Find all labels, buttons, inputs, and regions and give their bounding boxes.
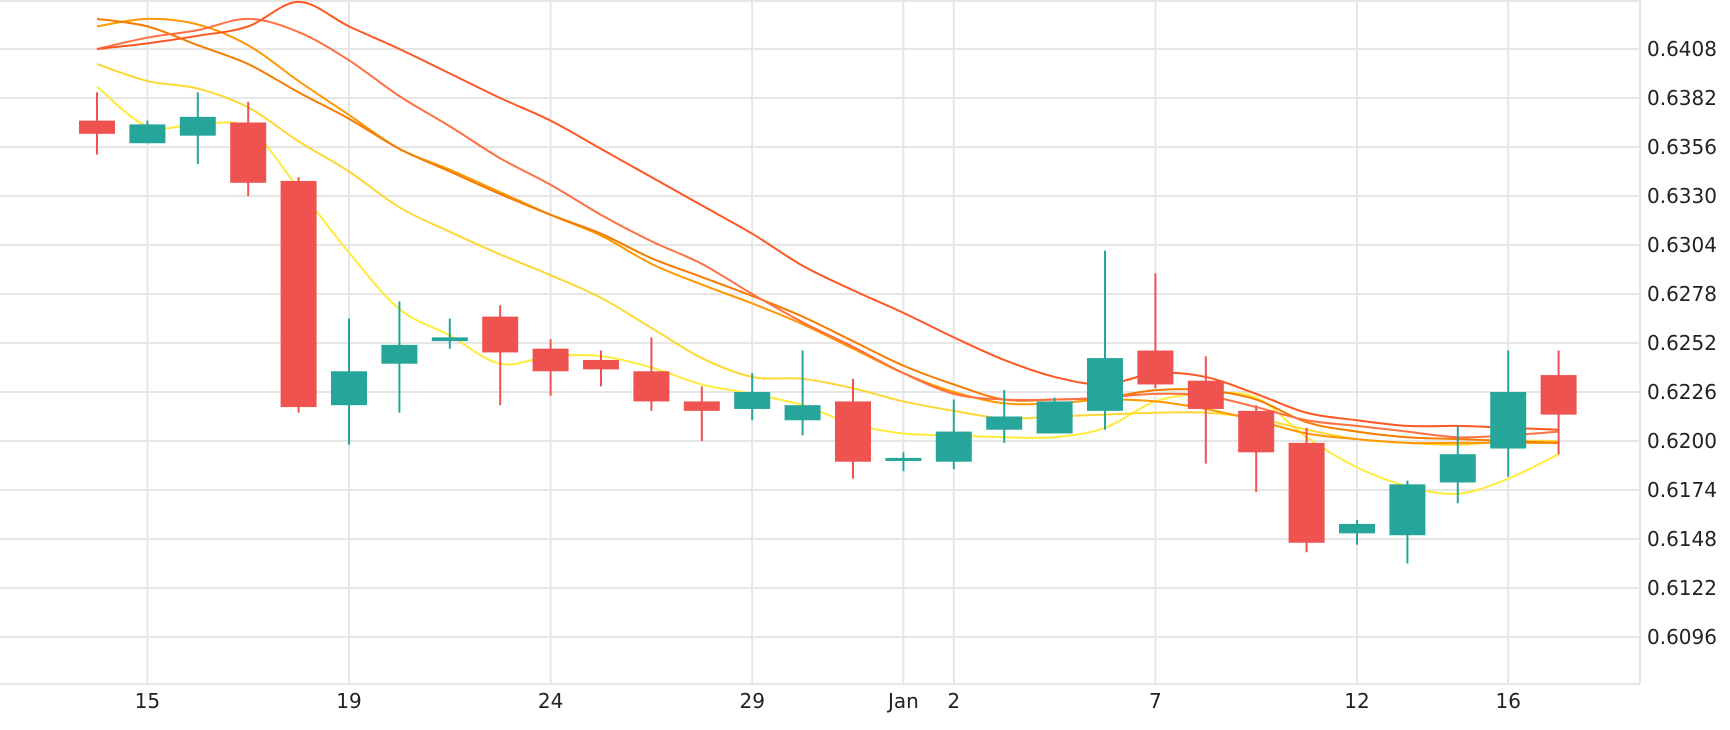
candle-up [1087,250,1123,430]
candle-body [986,416,1023,430]
candle-body [1087,358,1123,411]
candle-body [1288,442,1325,543]
x-tick-label: 16 [1495,689,1520,713]
candle-down [1137,273,1174,389]
moving-average-line-5 [96,17,1559,439]
y-tick-label: 0.6122 [1647,576,1717,600]
y-tick-label: 0.6252 [1647,331,1717,355]
candle-up [1389,480,1426,564]
moving-average-line-2 [96,63,1559,446]
candle-body [532,348,569,372]
candle-body [784,405,821,421]
candle-body [734,392,771,409]
candle-up [734,373,771,421]
candle-up [784,350,821,436]
candle-down [835,378,871,479]
candle-up [129,120,166,144]
y-tick-label: 0.6382 [1647,86,1717,110]
candle-up [1036,397,1073,434]
candle-down [1288,427,1325,553]
candle-body [1137,350,1174,385]
candle-down [1540,350,1577,455]
candle-body [935,431,972,462]
y-tick-label: 0.6174 [1647,478,1717,502]
candle-body [1389,484,1426,536]
candle-body [1238,410,1275,453]
x-tick-label: 15 [135,689,160,713]
candle-body [885,457,922,461]
candle-body [1339,523,1375,534]
candle-up [986,390,1023,443]
y-tick-label: 0.6226 [1647,380,1717,404]
candle-body [381,344,418,364]
y-tick-label: 0.6330 [1647,184,1717,208]
candle-up [431,318,468,349]
x-tick-label: 12 [1344,689,1369,713]
candle-body [129,124,166,144]
moving-average-line-4 [96,17,1559,444]
candle-body [482,316,519,353]
candle-body [179,116,216,136]
candle-down [1238,405,1275,492]
candle-body [1187,380,1224,409]
candle-body [79,120,115,134]
x-tick-label: 2 [947,689,960,713]
candle-down [633,337,670,411]
x-tick-label: 24 [538,689,563,713]
moving-average-layer [96,0,1560,495]
candle-body [583,359,619,370]
candle-down [230,101,267,196]
axis-layer: 0.6096 0.6122 0.6148 0.6174 0.6200 0.6226 0.62… [0,0,1717,713]
candle-up [935,399,972,470]
y-tick-label: 0.6408 [1647,37,1717,61]
candle-up [1490,350,1527,477]
candle-down [683,386,720,441]
candle-body [683,401,720,411]
candle-body [1490,392,1527,449]
candle-up [1439,425,1476,504]
candle-body [835,401,871,462]
candle-up [179,92,216,164]
candle-up [331,318,367,445]
candle-body [331,371,367,406]
candle-body [633,371,670,402]
candle-body [431,337,468,342]
y-tick-label: 0.6356 [1647,135,1717,159]
candle-down [280,177,317,413]
y-tick-label: 0.6200 [1647,429,1717,453]
moving-average-line-6 [96,0,1559,431]
moving-average-line-3 [96,17,1559,445]
x-tick-label: 19 [336,689,361,713]
x-tick-label: Jan [886,689,919,713]
y-tick-label: 0.6304 [1647,233,1717,257]
candle-down [79,92,115,155]
candle-body [230,122,267,183]
y-tick-label: 0.6096 [1647,625,1717,649]
candle-body [1036,401,1073,434]
candle-down [482,305,519,406]
candle-up [381,301,418,413]
candle-down [1187,356,1224,464]
y-tick-label: 0.6278 [1647,282,1717,306]
candle-up [1339,520,1375,545]
x-tick-label: 7 [1149,689,1162,713]
candle-down [583,350,619,387]
candle-body [1540,375,1577,415]
grid-layer [0,0,1640,684]
candle-layer [79,92,1577,564]
y-tick-label: 0.6148 [1647,527,1717,551]
candle-body [1439,454,1476,483]
candle-up [885,452,922,472]
candle-body [280,180,317,408]
candle-down [532,339,569,396]
x-tick-label: 29 [739,689,764,713]
